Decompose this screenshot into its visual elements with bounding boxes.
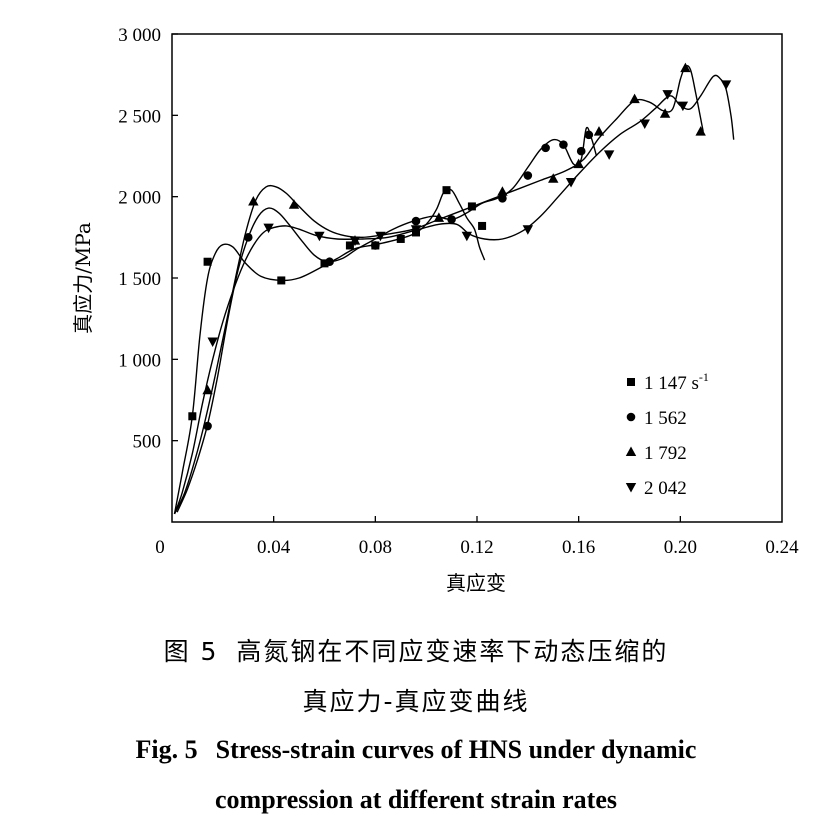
data-point-series-2	[584, 130, 594, 140]
markers-group	[188, 62, 732, 431]
x-tick-label: 0.16	[562, 537, 595, 558]
data-point-series-4	[461, 231, 473, 242]
data-point-series-3	[248, 196, 259, 206]
data-point-series-1	[396, 234, 405, 243]
caption-en-line2: compression at different strain rates	[0, 785, 832, 815]
y-axis-title: 真应力/MPa	[71, 222, 95, 334]
legend-label-3: 1 792	[644, 443, 687, 464]
legend-marker-2	[626, 412, 636, 422]
x-axis-title: 真应变	[446, 571, 506, 595]
caption-cn-prefix: 图 5	[163, 637, 219, 666]
data-point-series-4	[565, 178, 577, 188]
data-point-series-2	[559, 140, 568, 149]
data-point-series-1	[188, 412, 197, 421]
data-point-series-3	[548, 173, 559, 183]
data-point-series-3	[202, 384, 213, 395]
data-point-series-3	[497, 186, 508, 196]
x-tick-label: 0.24	[765, 537, 799, 558]
caption-cn-line1: 图 5 高氮钢在不同应变速率下动态压缩的	[0, 632, 832, 668]
legend: 1 147 s-1 1 562 1 792 2 042	[625, 370, 709, 499]
data-point-series-1	[203, 257, 212, 266]
x-tick-label: 0.20	[664, 537, 697, 558]
y-tick-label: 1 000	[118, 350, 161, 371]
x-tick-label: 0.08	[359, 537, 392, 558]
data-point-series-3	[695, 126, 706, 136]
data-point-series-3	[629, 93, 640, 104]
data-point-series-2	[411, 216, 421, 226]
data-point-series-4	[603, 150, 615, 160]
stress-strain-chart: 0 0.04 0.08 0.12 0.16 0.20 0.24 500 1 000 1 500 2 …	[71, 25, 799, 595]
x-tick-label: 0	[155, 537, 165, 558]
x-tick-label: 0.04	[257, 537, 291, 558]
data-point-series-4	[522, 225, 534, 235]
data-point-series-4	[720, 80, 732, 90]
legend-unit-superscript: -1	[699, 370, 709, 384]
caption-cn-title-1: 高氮钢在不同应变速率下动态压缩的	[236, 637, 669, 666]
data-point-series-1	[277, 276, 286, 285]
legend-marker-3	[625, 446, 637, 456]
data-point-series-3	[288, 199, 300, 209]
caption-cn-line2: 真应力-真应变曲线	[0, 682, 832, 718]
data-point-series-4	[314, 231, 325, 242]
data-point-series-4	[263, 223, 274, 234]
data-point-series-4	[349, 236, 361, 247]
y-tick-label: 500	[133, 432, 162, 453]
data-point-series-3	[659, 108, 671, 118]
data-point-series-4	[677, 101, 689, 112]
y-tick-label: 3 000	[118, 25, 161, 46]
data-point-series-2	[576, 146, 586, 156]
data-point-series-2	[243, 233, 253, 242]
caption-en-prefix: Fig. 5	[135, 735, 198, 764]
data-point-series-2	[325, 257, 334, 267]
data-point-series-2	[447, 215, 456, 224]
data-point-series-3	[593, 126, 605, 136]
data-point-series-4	[410, 225, 422, 235]
series-line-1	[173, 188, 486, 515]
y-tick-label: 2 500	[118, 106, 161, 127]
series-line-2	[176, 126, 598, 513]
legend-marker-4	[625, 483, 637, 493]
caption-en-title-2: compression at different strain rates	[215, 785, 617, 814]
series-line-3	[173, 64, 704, 515]
caption-cn-title-2: 真应力-真应变曲线	[302, 687, 530, 716]
x-tick-label: 0.12	[460, 537, 493, 558]
data-point-series-2	[498, 193, 507, 203]
data-point-series-3	[433, 212, 445, 222]
data-point-series-3	[573, 158, 584, 169]
data-point-series-1	[467, 202, 476, 211]
legend-label-2: 1 562	[644, 408, 687, 429]
data-point-series-1	[320, 259, 329, 268]
data-point-series-1	[442, 186, 451, 195]
series-line-4	[173, 74, 735, 515]
caption-en-title-1: Stress-strain curves of HNS under dynami…	[215, 735, 697, 764]
data-point-series-4	[207, 337, 218, 347]
data-point-series-1	[478, 221, 487, 230]
axes-group: 0 0.04 0.08 0.12 0.16 0.20 0.24 500 1 000 1 500 2 …	[118, 25, 799, 558]
caption-en-line1: Fig. 5 Stress-strain curves of HNS under …	[0, 735, 832, 765]
data-point-series-3	[680, 62, 691, 73]
legend-marker-1	[627, 378, 635, 386]
data-point-series-4	[375, 231, 386, 242]
data-point-series-2	[371, 241, 380, 250]
data-point-series-2	[523, 171, 533, 180]
data-point-series-2	[541, 143, 550, 153]
data-point-series-2	[203, 421, 212, 431]
curves-group	[173, 64, 735, 515]
data-point-series-4	[662, 90, 673, 100]
legend-label-1: 1 147 s-1	[644, 370, 709, 394]
legend-label-4: 2 042	[644, 478, 687, 499]
y-tick-label: 2 000	[118, 188, 161, 209]
data-point-series-4	[639, 119, 650, 129]
data-point-series-1	[345, 241, 354, 250]
y-tick-label: 1 500	[118, 269, 161, 290]
